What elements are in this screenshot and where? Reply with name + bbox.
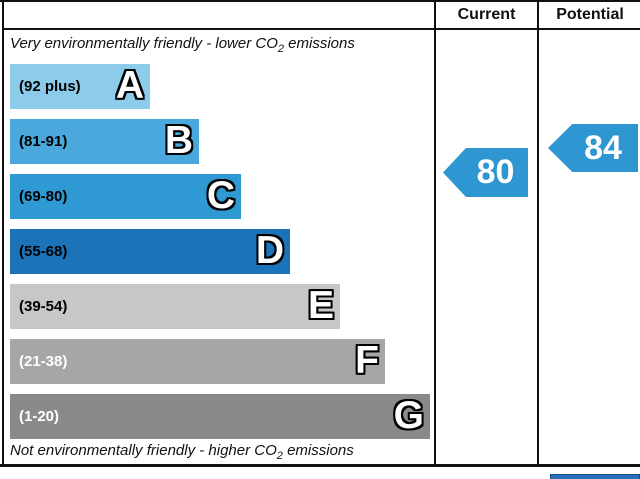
potential-column-header: Potential [556,6,624,23]
bottom-note-text: Not environmentally friendly - higher CO [10,442,277,459]
bottom-note: Not environmentally friendly - higher CO… [10,442,354,462]
band-range: (39-54) [19,298,68,315]
top-note: Very environmentally friendly - lower CO… [10,35,355,55]
next-section-partial-box [550,474,640,479]
band-letter: E [307,284,334,327]
chart-current-divider [434,0,436,465]
bottom-note-suffix: emissions [282,442,354,459]
top-note-suffix: emissions [284,35,355,52]
table-top-border [0,0,640,2]
band-range: (81-91) [19,133,68,150]
current-rating-value: 80 [476,153,515,191]
band-row-e: (39-54) E [10,284,340,329]
header-bottom-border [2,28,640,30]
band-letter: D [255,229,284,272]
band-row-f: (21-38) F [10,339,385,384]
bottom-note-subscript: 2 [276,450,283,462]
band-letter: B [164,119,193,162]
potential-rating-arrow: 84 [548,124,638,172]
band-row-c: (69-80) C [10,174,241,219]
band-range: (1-20) [19,408,60,425]
band-letter: G [393,394,424,437]
band-range: (21-38) [19,353,68,370]
band-range: (55-68) [19,243,68,260]
band-row-d: (55-68) D [10,229,290,274]
band-letter: A [115,64,144,107]
band-range: (92 plus) [19,78,81,95]
band-letter: C [206,174,235,217]
band-letter: F [355,339,379,382]
top-note-subscript: 2 [277,43,284,55]
current-rating-arrow: 80 [443,148,528,197]
top-note-text: Very environmentally friendly - lower CO [10,35,278,52]
table-left-border [2,0,4,465]
band-row-a: (92 plus) A [10,64,150,109]
band-range: (69-80) [19,188,68,205]
table-bottom-border [0,464,640,467]
band-row-b: (81-91) B [10,119,199,164]
potential-rating-value: 84 [584,129,622,167]
band-row-g: (1-20) G [10,394,430,439]
current-potential-divider [537,0,539,465]
current-column-header: Current [457,6,516,23]
